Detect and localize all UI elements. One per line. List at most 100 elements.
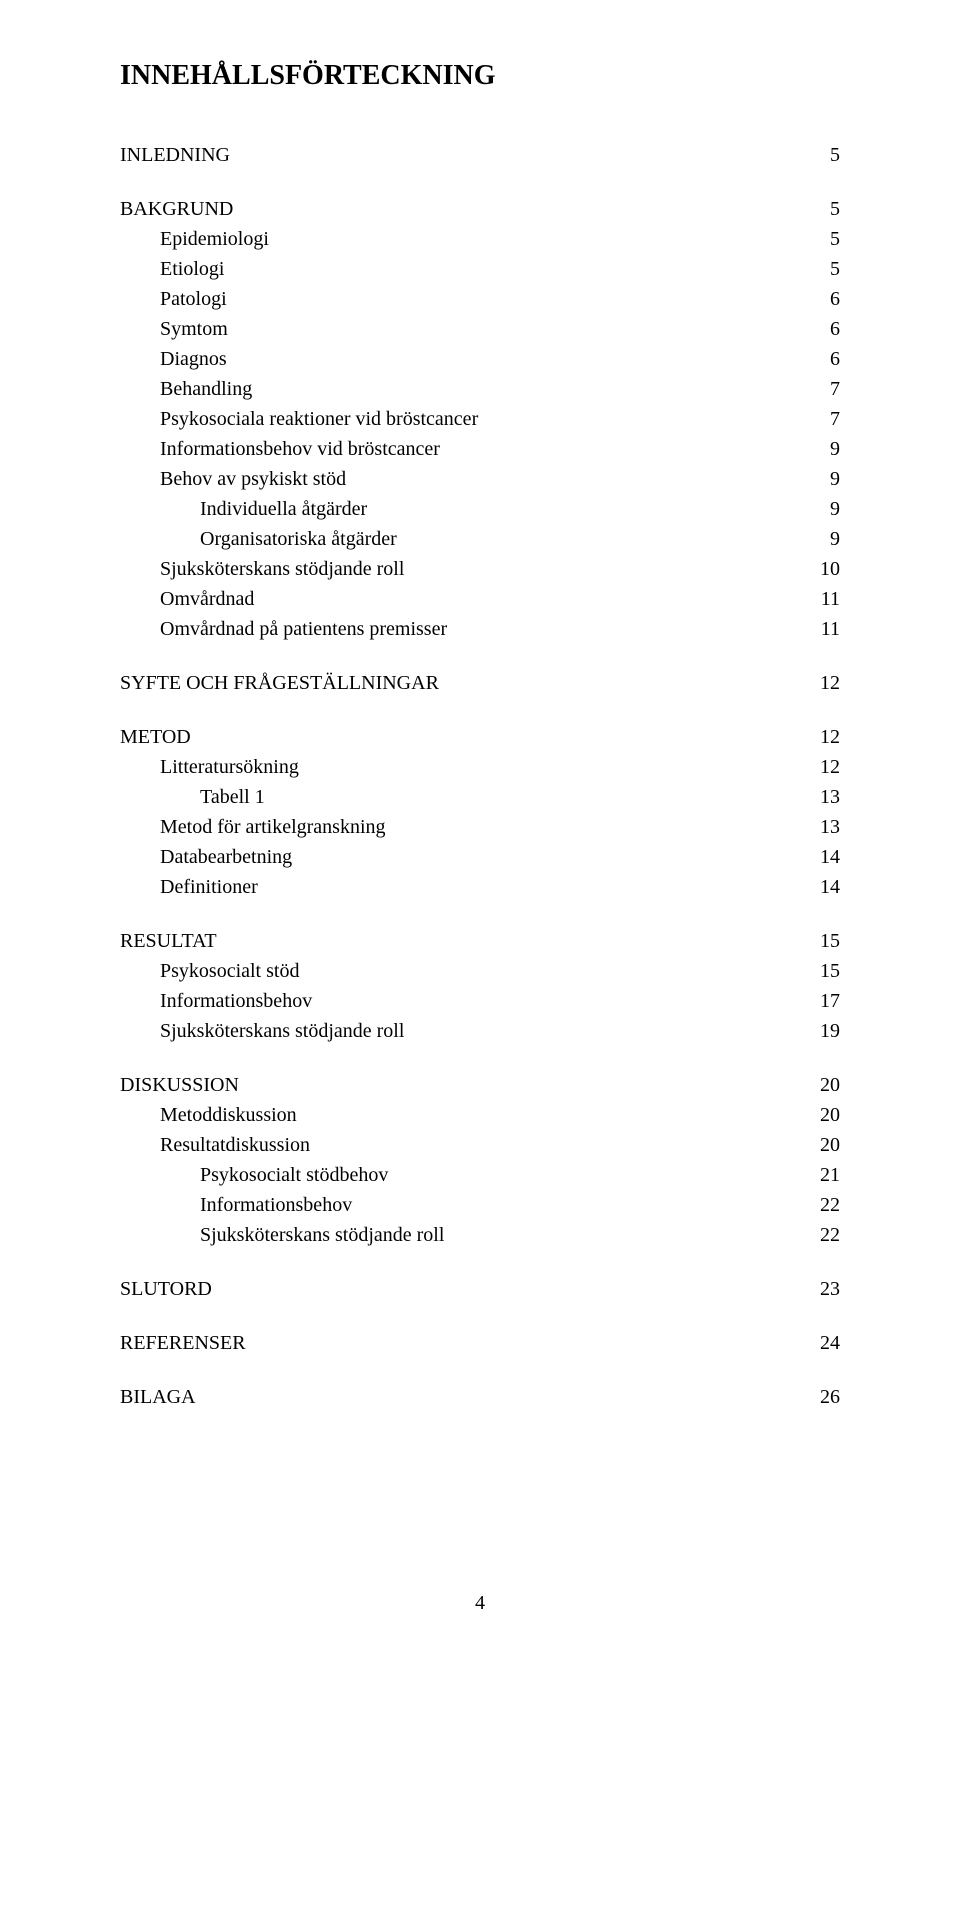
toc-entry-page: 9: [810, 494, 840, 524]
toc-entry: Psykosocialt stöd15: [120, 956, 840, 986]
toc-entry-page: 9: [810, 434, 840, 464]
toc-entry-page: 9: [810, 464, 840, 494]
toc-entry-page: 21: [800, 1160, 840, 1190]
toc-section-head: DISKUSSION20: [120, 1070, 840, 1100]
toc-entry-label: Individuella åtgärder: [200, 494, 810, 524]
toc-entry-label: SYFTE OCH FRÅGESTÄLLNINGAR: [120, 668, 800, 698]
toc-entry-label: Litteratursökning: [160, 752, 800, 782]
toc-entry-page: 26: [800, 1382, 840, 1412]
toc-entry-page: 20: [800, 1070, 840, 1100]
toc-section-head: BAKGRUND5: [120, 194, 840, 224]
toc-entry-page: 17: [800, 986, 840, 1016]
toc-entry-label: Organisatoriska åtgärder: [200, 524, 810, 554]
toc-entry-label: BAKGRUND: [120, 194, 810, 224]
toc-section-head: REFERENSER24: [120, 1328, 840, 1358]
toc-entry-label: METOD: [120, 722, 800, 752]
toc-entry-page: 22: [800, 1220, 840, 1250]
toc-entry: Informationsbehov vid bröstcancer9: [120, 434, 840, 464]
toc-entry-label: Psykosocialt stöd: [160, 956, 800, 986]
toc-entry-page: 24: [800, 1328, 840, 1358]
toc-entry-label: BILAGA: [120, 1382, 800, 1412]
toc-entry-page: 22: [800, 1190, 840, 1220]
toc-entry-label: Informationsbehov: [160, 986, 800, 1016]
page-title: INNEHÅLLSFÖRTECKNING: [120, 60, 840, 92]
toc-entry-page: 5: [810, 254, 840, 284]
toc-entry-label: Diagnos: [160, 344, 810, 374]
toc-entry-label: Sjuksköterskans stödjande roll: [160, 1016, 800, 1046]
toc-entry-page: 20: [800, 1100, 840, 1130]
toc-entry-page: 5: [810, 224, 840, 254]
toc-entry: Psykosociala reaktioner vid bröstcancer7: [120, 404, 840, 434]
toc-entry: Metod för artikelgranskning13: [120, 812, 840, 842]
toc-entry: Tabell 113: [120, 782, 840, 812]
toc-entry-page: 15: [800, 926, 840, 956]
toc-entry-page: 10: [800, 554, 840, 584]
toc-entry-page: 14: [800, 872, 840, 902]
toc-entry: Omvårdnad11: [120, 584, 840, 614]
toc-entry: Behandling7: [120, 374, 840, 404]
toc-entry-label: Resultatdiskussion: [160, 1130, 800, 1160]
toc-entry-label: Sjuksköterskans stödjande roll: [160, 554, 800, 584]
toc-entry: Metoddiskussion20: [120, 1100, 840, 1130]
toc-entry-page: 19: [800, 1016, 840, 1046]
toc-entry: Behov av psykiskt stöd9: [120, 464, 840, 494]
toc-entry-page: 6: [810, 344, 840, 374]
toc-entry-label: Informationsbehov vid bröstcancer: [160, 434, 810, 464]
toc-section-head: INLEDNING5: [120, 140, 840, 170]
toc-entry-page: 15: [800, 956, 840, 986]
toc-section-head: SYFTE OCH FRÅGESTÄLLNINGAR12: [120, 668, 840, 698]
toc-entry-label: Tabell 1: [200, 782, 800, 812]
toc-entry-page: 12: [800, 752, 840, 782]
toc-entry: Informationsbehov22: [120, 1190, 840, 1220]
toc-entry: Psykosocialt stödbehov21: [120, 1160, 840, 1190]
toc-entry-label: Etiologi: [160, 254, 810, 284]
toc-entry-label: Informationsbehov: [200, 1190, 800, 1220]
toc-entry: Litteratursökning12: [120, 752, 840, 782]
toc-entry-label: REFERENSER: [120, 1328, 800, 1358]
toc-entry-page: 13: [800, 812, 840, 842]
toc-entry-label: DISKUSSION: [120, 1070, 800, 1100]
toc-entry: Definitioner14: [120, 872, 840, 902]
toc-entry-label: Behov av psykiskt stöd: [160, 464, 810, 494]
toc-entry-page: 5: [810, 194, 840, 224]
toc-entry-label: Definitioner: [160, 872, 800, 902]
toc-section-head: RESULTAT15: [120, 926, 840, 956]
toc-entry: Omvårdnad på patientens premisser11: [120, 614, 840, 644]
toc-entry-label: Metoddiskussion: [160, 1100, 800, 1130]
toc-entry: Databearbetning14: [120, 842, 840, 872]
toc-section-head: METOD12: [120, 722, 840, 752]
toc-entry: Resultatdiskussion20: [120, 1130, 840, 1160]
toc-entry-page: 9: [810, 524, 840, 554]
toc-section-head: BILAGA26: [120, 1382, 840, 1412]
toc-entry-page: 11: [801, 584, 840, 614]
toc-entry: Informationsbehov17: [120, 986, 840, 1016]
toc-entry: Etiologi5: [120, 254, 840, 284]
toc-entry: Sjuksköterskans stödjande roll22: [120, 1220, 840, 1250]
toc-section-head: SLUTORD23: [120, 1274, 840, 1304]
toc-entry-page: 11: [801, 614, 840, 644]
toc-entry-page: 12: [800, 722, 840, 752]
toc-entry-label: Patologi: [160, 284, 810, 314]
toc-entry-label: Databearbetning: [160, 842, 800, 872]
toc-entry-label: Behandling: [160, 374, 810, 404]
toc-entry-label: Sjuksköterskans stödjande roll: [200, 1220, 800, 1250]
toc-entry-label: SLUTORD: [120, 1274, 800, 1304]
toc-entry: Sjuksköterskans stödjande roll19: [120, 1016, 840, 1046]
page-number: 4: [120, 1592, 840, 1615]
toc-entry: Patologi6: [120, 284, 840, 314]
toc-entry: Epidemiologi5: [120, 224, 840, 254]
toc-entry: Symtom6: [120, 314, 840, 344]
toc-entry-page: 7: [810, 374, 840, 404]
table-of-contents: INLEDNING5BAKGRUND5Epidemiologi5Etiologi…: [120, 140, 840, 1412]
toc-entry-page: 5: [810, 140, 840, 170]
toc-entry: Individuella åtgärder9: [120, 494, 840, 524]
toc-entry-page: 14: [800, 842, 840, 872]
toc-entry-label: Psykosocialt stödbehov: [200, 1160, 800, 1190]
toc-entry-page: 13: [800, 782, 840, 812]
toc-entry-label: Symtom: [160, 314, 810, 344]
toc-entry-page: 23: [800, 1274, 840, 1304]
toc-entry: Diagnos6: [120, 344, 840, 374]
toc-entry-label: RESULTAT: [120, 926, 800, 956]
toc-entry-page: 6: [810, 284, 840, 314]
toc-entry-label: Epidemiologi: [160, 224, 810, 254]
